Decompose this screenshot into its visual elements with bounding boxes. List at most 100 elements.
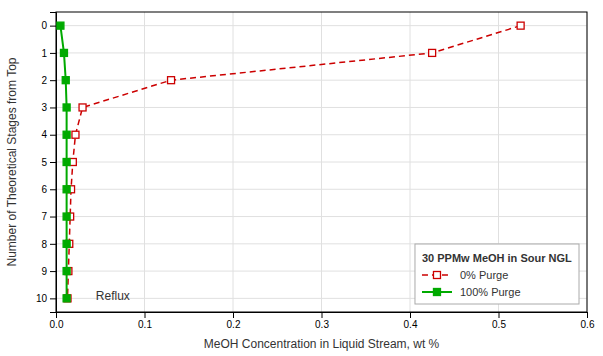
y-axis-line xyxy=(50,13,57,313)
x-tick-label: 0.5 xyxy=(492,319,506,330)
y-tick: 3 xyxy=(41,102,56,113)
y-tick: 6 xyxy=(41,184,56,195)
y-tick-mark xyxy=(50,298,56,299)
x-axis: 0.0 0.1 0.2 0.3 0.4 0.5 0.6 xyxy=(50,312,595,330)
y-tick-mark xyxy=(50,26,56,27)
y-tick-label: 5 xyxy=(41,157,47,168)
y-axis: 0 1 2 3 4 5 6 7 8 9 10 xyxy=(36,13,57,313)
x-tick: 0.3 xyxy=(315,312,329,330)
x-tick-label: 0.3 xyxy=(315,319,329,330)
y-tick: 9 xyxy=(41,266,56,277)
y-tick: 10 xyxy=(36,293,56,304)
y-tick-mark xyxy=(50,53,56,54)
grid-line-y xyxy=(56,52,587,53)
y-tick-label: 8 xyxy=(41,239,47,250)
x-tick: 0.0 xyxy=(50,312,64,330)
y-tick-label: 1 xyxy=(41,48,47,59)
point xyxy=(72,131,79,138)
grid-line-y xyxy=(56,189,587,190)
grid-line-y xyxy=(56,216,587,217)
point xyxy=(63,295,70,302)
x-axis-line xyxy=(57,313,588,319)
y-tick: 5 xyxy=(41,157,56,168)
x-tick-mark xyxy=(233,312,234,318)
y-tick-mark xyxy=(50,244,56,245)
point xyxy=(79,104,86,111)
legend-label: 100% Purge xyxy=(460,286,521,298)
point xyxy=(63,159,70,166)
y-tick: 8 xyxy=(41,239,56,250)
x-tick-mark xyxy=(322,312,323,318)
point xyxy=(57,22,64,29)
point xyxy=(63,186,70,193)
point xyxy=(63,213,70,220)
x-tick-mark xyxy=(499,312,500,318)
y-tick-label: 9 xyxy=(41,266,47,277)
y-tick-label: 3 xyxy=(41,102,47,113)
y-tick-label: 10 xyxy=(36,293,48,304)
plot-frame xyxy=(56,12,587,312)
y-tick-label: 7 xyxy=(41,211,47,222)
legend-box xyxy=(415,244,579,304)
x-tick-label: 0.2 xyxy=(227,319,241,330)
x-tick-label: 0.6 xyxy=(581,319,595,330)
legend-swatch-marker xyxy=(433,272,440,279)
y-tick-mark xyxy=(50,217,56,218)
y-tick-mark xyxy=(50,107,56,108)
legend-title: 30 PPMw MeOH in Sour NGL xyxy=(422,252,572,264)
legend-swatch-marker xyxy=(433,289,440,296)
y-tick-label: 2 xyxy=(41,75,47,86)
y-tick-label: 6 xyxy=(41,184,47,195)
chart: 0.0 0.1 0.2 0.3 0.4 0.5 0.6 0 1 2 3 4 5 6 7 8 9 10 Reflux 3… xyxy=(0,0,603,356)
legend: 30 PPMw MeOH in Sour NGL 0% Purge 100% Pur… xyxy=(415,244,579,304)
legend-label: 0% Purge xyxy=(460,269,508,281)
point xyxy=(63,268,70,275)
point xyxy=(429,49,436,56)
x-tick-mark xyxy=(410,312,411,318)
y-tick-mark xyxy=(50,189,56,190)
x-axis-title: MeOH Concentration in Liquid Stream, wt … xyxy=(204,337,440,351)
x-tick: 0.5 xyxy=(492,312,506,330)
x-tick-label: 0.0 xyxy=(50,319,64,330)
y-tick-mark xyxy=(50,80,56,81)
plot: 0.0 0.1 0.2 0.3 0.4 0.5 0.6 0 1 2 3 4 5 6 7 8 9 10 Reflux 3… xyxy=(36,12,595,330)
point xyxy=(63,131,70,138)
x-tick-label: 0.1 xyxy=(138,319,152,330)
y-tick: 0 xyxy=(41,20,56,31)
point xyxy=(168,77,175,84)
point xyxy=(517,22,524,29)
y-tick: 4 xyxy=(41,129,56,140)
grid-line-y xyxy=(56,134,587,135)
x-tick: 0.1 xyxy=(138,312,152,330)
x-tick: 0.6 xyxy=(581,312,595,330)
y-tick: 7 xyxy=(41,211,56,222)
x-tick-label: 0.4 xyxy=(404,319,418,330)
grid-line-y xyxy=(56,80,587,81)
y-tick-label: 4 xyxy=(41,129,47,140)
legend-item: 100% Purge xyxy=(422,286,521,298)
annotation: Reflux xyxy=(96,289,130,303)
x-tick-mark xyxy=(587,312,588,318)
x-tick: 0.4 xyxy=(404,312,418,330)
point xyxy=(63,104,70,111)
y-axis-title: Number of Theoretical Stages from Top xyxy=(5,57,19,266)
grid-line-y xyxy=(56,107,587,108)
grid-line-y xyxy=(56,162,587,163)
grid xyxy=(56,12,587,312)
x-tick-mark xyxy=(145,312,146,318)
y-tick: 2 xyxy=(41,75,56,86)
series xyxy=(57,22,70,302)
point xyxy=(63,240,70,247)
annotations: Reflux xyxy=(96,289,130,303)
point xyxy=(62,77,69,84)
y-tick-mark xyxy=(50,162,56,163)
y-tick-mark xyxy=(50,271,56,272)
y-tick: 1 xyxy=(41,48,56,59)
x-tick: 0.2 xyxy=(227,312,241,330)
grid-line-y xyxy=(56,25,587,26)
y-tick-label: 0 xyxy=(41,20,47,31)
point xyxy=(64,295,71,302)
point xyxy=(60,49,67,56)
legend-item: 0% Purge xyxy=(422,269,508,281)
y-tick-mark xyxy=(50,135,56,136)
